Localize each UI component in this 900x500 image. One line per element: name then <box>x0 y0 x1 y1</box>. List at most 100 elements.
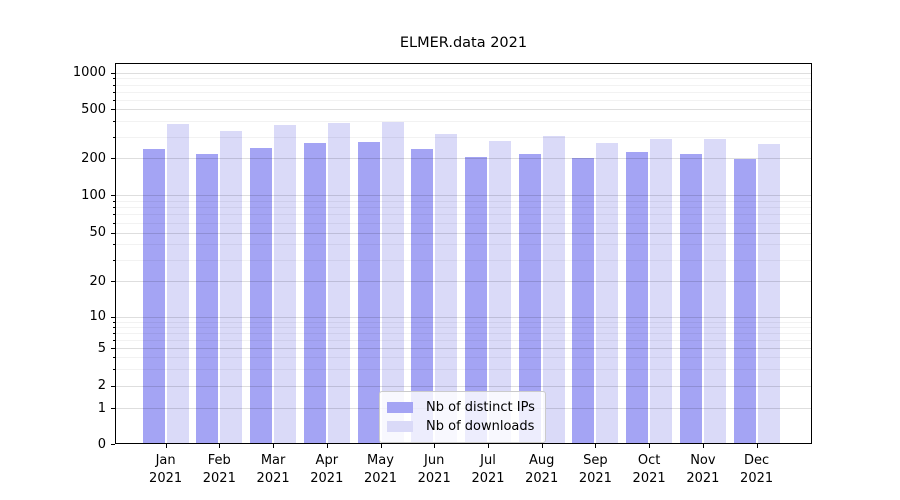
x-tick-month: Jan <box>155 453 176 468</box>
y-minor-tick-7 <box>112 332 115 334</box>
x-tick-apr <box>326 444 328 448</box>
legend-swatch-downloads <box>387 421 413 432</box>
bar-nb-of-downloads-nov <box>703 138 726 443</box>
x-tick-year: 2021 <box>149 470 183 486</box>
x-tick-aug <box>541 444 543 448</box>
x-tick-label-oct: Oct 2021 <box>621 452 677 487</box>
y-tick-500 <box>111 109 115 111</box>
x-tick-month: Jul <box>480 453 496 468</box>
bar-nb-of-downloads-jan <box>166 124 189 443</box>
bar-nb-of-distinct-ips-sep <box>572 157 595 443</box>
y-minor-tick-30 <box>112 259 115 261</box>
gridline-minor-900 <box>116 78 811 80</box>
x-tick-month: Sep <box>583 453 608 468</box>
legend: Nb of distinct IPs Nb of downloads <box>379 391 546 443</box>
y-minor-tick-4 <box>112 357 115 359</box>
y-tick-200 <box>111 158 115 160</box>
x-tick-label-dec: Dec 2021 <box>729 452 785 487</box>
bar-nb-of-distinct-ips-aug <box>518 154 541 443</box>
y-minor-tick-900 <box>112 78 115 80</box>
bar-nb-of-downloads-apr <box>327 122 350 443</box>
y-tick-label-1000: 1000 <box>72 65 106 81</box>
x-tick-year: 2021 <box>525 470 559 486</box>
gridline-minor-600 <box>116 99 811 101</box>
x-tick-year: 2021 <box>256 470 290 486</box>
legend-label-distinct-ips: Nb of distinct IPs <box>426 400 535 415</box>
y-minor-tick-70 <box>112 214 115 216</box>
y-tick-label-20: 20 <box>89 273 106 289</box>
x-tick-mar <box>273 444 275 448</box>
y-tick-label-0: 0 <box>97 436 106 452</box>
bar-nb-of-downloads-dec <box>757 144 780 443</box>
x-tick-year: 2021 <box>578 470 612 486</box>
legend-row-distinct-ips: Nb of distinct IPs <box>387 398 537 417</box>
x-tick-label-nov: Nov 2021 <box>675 452 731 487</box>
x-tick-label-mar: Mar 2021 <box>245 452 301 487</box>
bar-nb-of-downloads-sep <box>596 143 619 443</box>
y-minor-tick-80 <box>112 207 115 209</box>
y-tick-label-200: 200 <box>81 150 106 166</box>
x-tick-year: 2021 <box>686 470 720 486</box>
y-minor-tick-8 <box>112 326 115 328</box>
gridline-minor-700 <box>116 91 811 93</box>
y-minor-tick-400 <box>112 121 115 123</box>
y-minor-tick-90 <box>112 200 115 202</box>
bar-nb-of-downloads-aug <box>542 135 565 443</box>
y-tick-100 <box>111 195 115 196</box>
x-tick-label-jul: Jul 2021 <box>460 452 516 487</box>
x-tick-month: Nov <box>690 453 716 468</box>
y-minor-tick-6 <box>112 339 115 341</box>
x-tick-label-sep: Sep 2021 <box>567 452 623 487</box>
y-minor-tick-60 <box>112 222 115 224</box>
bar-nb-of-downloads-mar <box>274 125 297 443</box>
bar-nb-of-distinct-ips-nov <box>679 153 702 443</box>
gridline-minor-400 <box>116 121 811 123</box>
x-tick-feb <box>219 444 221 448</box>
gridline-minor-800 <box>116 84 811 86</box>
x-tick-month: Dec <box>744 453 770 468</box>
x-tick-label-feb: Feb 2021 <box>191 452 247 487</box>
x-tick-year: 2021 <box>471 470 505 486</box>
x-tick-nov <box>702 444 704 448</box>
x-tick-label-jun: Jun 2021 <box>406 452 462 487</box>
x-tick-year: 2021 <box>740 470 774 486</box>
x-tick-month: Mar <box>260 453 286 468</box>
x-tick-jul <box>488 444 489 448</box>
bar-nb-of-downloads-jun <box>435 133 458 443</box>
y-minor-tick-800 <box>112 84 115 86</box>
bar-nb-of-distinct-ips-oct <box>626 151 649 443</box>
x-tick-month: Oct <box>637 453 661 468</box>
y-tick-5 <box>111 348 115 349</box>
x-tick-year: 2021 <box>310 470 344 486</box>
bar-nb-of-distinct-ips-jul <box>465 156 487 443</box>
x-tick-label-apr: Apr 2021 <box>299 452 355 487</box>
gridline-major-500 <box>116 109 811 111</box>
x-tick-jun <box>434 444 436 448</box>
x-tick-dec <box>756 444 758 448</box>
x-tick-month: Apr <box>315 453 339 468</box>
chart-title: ELMER.data 2021 <box>399 35 528 51</box>
y-tick-20 <box>111 281 115 282</box>
legend-swatch-distinct-ips <box>387 402 413 413</box>
legend-row-downloads: Nb of downloads <box>387 417 537 436</box>
y-minor-tick-3 <box>112 368 115 370</box>
x-tick-year: 2021 <box>202 470 236 486</box>
y-tick-label-5: 5 <box>97 340 106 356</box>
bar-nb-of-distinct-ips-may <box>357 142 380 443</box>
x-tick-month: May <box>367 453 394 468</box>
y-tick-0 <box>111 444 115 445</box>
x-tick-year: 2021 <box>363 470 398 486</box>
x-tick-label-may: May 2021 <box>353 452 409 487</box>
x-tick-oct <box>649 444 651 448</box>
x-tick-jan <box>165 444 167 448</box>
bar-nb-of-downloads-oct <box>650 138 673 443</box>
x-tick-year: 2021 <box>417 470 451 486</box>
x-tick-sep <box>595 444 597 448</box>
y-tick-label-1: 1 <box>97 400 106 416</box>
bar-nb-of-distinct-ips-jun <box>411 149 434 443</box>
x-tick-year: 2021 <box>632 470 666 486</box>
x-tick-label-jan: Jan 2021 <box>138 452 194 487</box>
y-tick-label-50: 50 <box>89 225 106 240</box>
y-tick-1000 <box>111 72 115 74</box>
